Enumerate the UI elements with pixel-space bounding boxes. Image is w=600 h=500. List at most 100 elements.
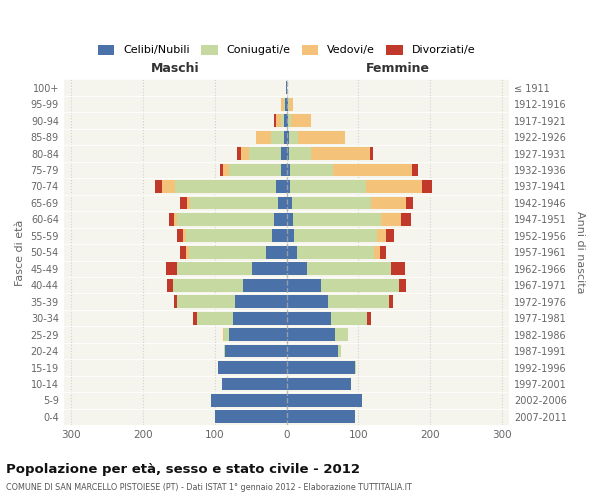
Bar [290, 180, 365, 193]
Bar [266, 246, 287, 258]
Bar [241, 147, 249, 160]
Bar [278, 196, 287, 209]
Bar [287, 361, 355, 374]
Bar [287, 164, 290, 176]
Bar [244, 279, 287, 291]
Bar [293, 213, 380, 226]
Bar [287, 279, 321, 291]
Bar [367, 312, 371, 324]
Bar [386, 230, 394, 242]
Bar [211, 394, 287, 407]
Bar [252, 262, 287, 275]
Bar [281, 114, 284, 127]
Bar [292, 196, 371, 209]
Bar [287, 312, 331, 324]
Y-axis label: Anni di nascita: Anni di nascita [575, 211, 585, 294]
Bar [289, 147, 311, 160]
Bar [284, 114, 287, 127]
Bar [371, 196, 406, 209]
Bar [190, 196, 278, 209]
Bar [370, 147, 373, 160]
Bar [281, 98, 284, 110]
Bar [287, 246, 296, 258]
Bar [189, 246, 266, 258]
Bar [220, 164, 223, 176]
Bar [311, 147, 370, 160]
Bar [289, 130, 298, 143]
Bar [398, 279, 406, 291]
Bar [287, 180, 290, 193]
Bar [287, 114, 288, 127]
Bar [223, 328, 224, 341]
Bar [180, 246, 186, 258]
Bar [193, 312, 197, 324]
Bar [296, 246, 374, 258]
Bar [412, 164, 418, 176]
Bar [287, 344, 338, 358]
Bar [287, 394, 362, 407]
Bar [229, 164, 281, 176]
Bar [321, 279, 398, 291]
Bar [422, 180, 433, 193]
Bar [218, 361, 287, 374]
Bar [162, 180, 175, 193]
Bar [287, 328, 335, 341]
Bar [374, 246, 380, 258]
Bar [389, 296, 393, 308]
Bar [298, 130, 344, 143]
Bar [276, 180, 287, 193]
Bar [175, 213, 178, 226]
Bar [287, 196, 292, 209]
Bar [291, 114, 311, 127]
Bar [335, 328, 348, 341]
Text: Popolazione per età, sesso e stato civile - 2012: Popolazione per età, sesso e stato civil… [6, 462, 360, 475]
Bar [287, 378, 351, 390]
Bar [391, 262, 405, 275]
Bar [224, 344, 226, 358]
Bar [281, 164, 287, 176]
Bar [226, 344, 287, 358]
Text: Femmine: Femmine [366, 62, 430, 74]
Bar [176, 262, 252, 275]
Bar [237, 147, 241, 160]
Bar [186, 246, 189, 258]
Bar [180, 196, 187, 209]
Bar [355, 361, 356, 374]
Bar [187, 196, 190, 209]
Bar [281, 147, 287, 160]
Bar [169, 213, 175, 226]
Bar [377, 230, 386, 242]
Bar [167, 279, 173, 291]
Bar [287, 98, 288, 110]
Text: Maschi: Maschi [151, 62, 199, 74]
Bar [380, 213, 401, 226]
Bar [222, 378, 287, 390]
Bar [178, 230, 183, 242]
Bar [331, 312, 367, 324]
Bar [229, 328, 287, 341]
Bar [286, 82, 287, 94]
Bar [295, 230, 377, 242]
Bar [380, 246, 386, 258]
Bar [287, 262, 307, 275]
Bar [256, 130, 271, 143]
Bar [166, 262, 176, 275]
Bar [287, 213, 293, 226]
Bar [274, 213, 287, 226]
Bar [338, 344, 341, 358]
Text: COMUNE DI SAN MARCELLO PISTOIESE (PT) - Dati ISTAT 1° gennaio 2012 - Elaborazion: COMUNE DI SAN MARCELLO PISTOIESE (PT) - … [6, 482, 412, 492]
Bar [235, 296, 287, 308]
Bar [401, 213, 411, 226]
Bar [284, 98, 285, 110]
Bar [178, 296, 235, 308]
Bar [287, 230, 295, 242]
Bar [223, 164, 229, 176]
Bar [249, 147, 281, 160]
Bar [365, 180, 422, 193]
Bar [288, 114, 291, 127]
Bar [274, 114, 276, 127]
Bar [287, 147, 289, 160]
Bar [197, 312, 233, 324]
Legend: Celibi/Nubili, Coniugati/e, Vedovi/e, Divorziati/e: Celibi/Nubili, Coniugati/e, Vedovi/e, Di… [93, 40, 480, 60]
Bar [287, 130, 289, 143]
